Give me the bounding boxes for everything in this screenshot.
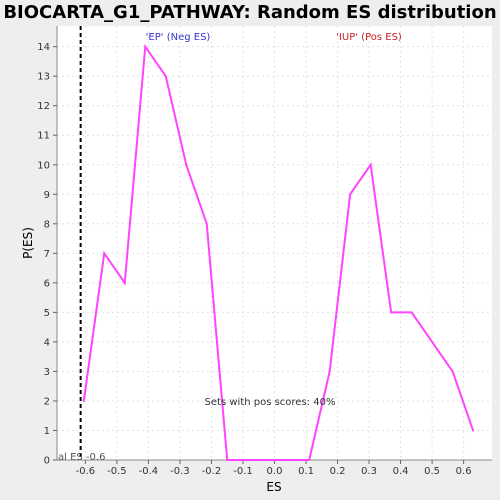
series-points	[82, 45, 475, 461]
data-point	[205, 222, 208, 225]
y-tick-label: 0	[44, 456, 50, 467]
y-tick-label: 3	[44, 367, 50, 378]
data-point	[185, 163, 188, 166]
x-tick-label: 0.6	[456, 466, 472, 477]
x-tick-label: 0.1	[298, 466, 314, 477]
x-tick-label: 0.0	[267, 466, 283, 477]
data-point	[246, 459, 249, 461]
neg-es-label: 'EP' (Neg ES)	[146, 32, 211, 43]
y-tick-label: 9	[44, 190, 50, 201]
data-point	[472, 429, 475, 432]
data-point	[390, 311, 393, 314]
x-tick-label: -0.1	[233, 466, 253, 477]
es-distribution-line	[82, 43, 475, 461]
chart-title: BIOCARTA_G1_PATHWAY: Random ES distribut…	[3, 2, 496, 23]
data-point	[226, 459, 229, 461]
y-tick-label: 8	[44, 219, 50, 230]
x-axis-ticks: -0.6 -0.5 -0.4 -0.3 -0.2 -0.1 0.0 0.1 0.2 0.3 0.4 0…	[76, 460, 472, 477]
y-tick-label: 7	[44, 249, 50, 260]
x-tick-label: 0.4	[393, 466, 409, 477]
y-tick-label: 5	[44, 308, 50, 319]
pos-es-label: 'IUP' (Pos ES)	[336, 32, 402, 43]
data-point	[410, 311, 413, 314]
x-axis-label: ES	[266, 480, 281, 494]
x-tick-label: -0.5	[107, 466, 127, 477]
y-tick-label: 11	[37, 131, 50, 142]
actual-es-annotation: al ES -0.6	[58, 452, 105, 463]
y-tick-label: 10	[37, 160, 50, 171]
x-tick-label: -0.3	[170, 466, 190, 477]
y-tick-label: 1	[44, 426, 50, 437]
data-point	[451, 370, 454, 373]
data-point	[164, 75, 167, 78]
data-point	[267, 459, 270, 461]
data-point	[328, 370, 331, 373]
y-tick-label: 4	[44, 337, 50, 348]
x-tick-label: 0.5	[424, 466, 440, 477]
data-point	[123, 281, 126, 284]
x-tick-label: 0.2	[330, 466, 346, 477]
data-point	[103, 252, 106, 255]
y-tick-label: 14	[37, 42, 50, 53]
x-tick-label: 0.3	[361, 466, 377, 477]
data-point	[349, 193, 352, 196]
data-point	[431, 340, 434, 343]
y-tick-label: 12	[37, 101, 50, 112]
data-point	[82, 399, 85, 402]
data-point	[369, 163, 372, 166]
data-point	[308, 459, 311, 461]
x-tick-label: -0.6	[76, 466, 96, 477]
y-axis-label: P(ES)	[21, 227, 35, 259]
data-point	[287, 459, 290, 461]
pos-scores-annotation: Sets with pos scores: 40%	[205, 397, 336, 408]
y-tick-label: 6	[44, 278, 50, 289]
x-tick-label: -0.2	[202, 466, 222, 477]
grid-lines	[57, 26, 492, 461]
y-tick-label: 2	[44, 396, 50, 407]
data-point	[144, 45, 147, 48]
y-tick-label: 13	[37, 72, 50, 83]
x-tick-label: -0.4	[139, 466, 159, 477]
